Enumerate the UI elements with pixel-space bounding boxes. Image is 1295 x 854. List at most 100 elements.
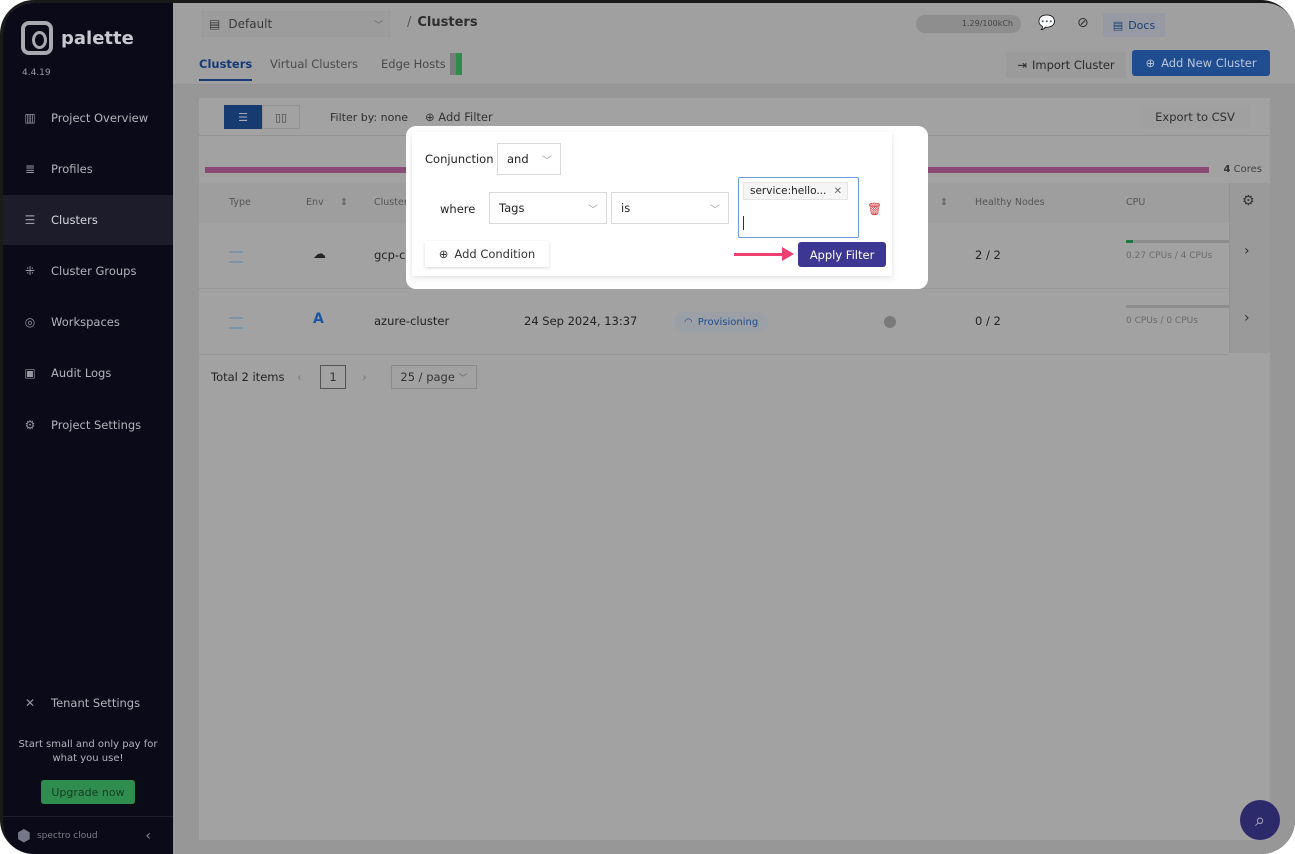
where-label: where xyxy=(440,202,476,216)
azure-icon: A xyxy=(313,311,324,327)
sidebar-item-clusters[interactable]: ☰ Clusters xyxy=(3,195,173,245)
add-new-cluster-button[interactable]: ⊕ Add New Cluster xyxy=(1132,50,1270,76)
gear-icon: ⚙ xyxy=(24,418,36,432)
table-row[interactable]: A azure-cluster 24 Sep 2024, 13:37 ◠ Prov… xyxy=(199,289,1232,355)
tab-edge-hosts[interactable]: Edge Hosts xyxy=(381,57,446,71)
cluster-groups-icon: ⁜ xyxy=(24,264,36,278)
import-cluster-button[interactable]: ⇥ Import Cluster xyxy=(1006,52,1126,78)
add-filter-label: Add Filter xyxy=(438,110,493,124)
chevron-right-icon[interactable]: › xyxy=(1244,243,1250,259)
prev-page-icon[interactable]: ‹ xyxy=(297,370,302,384)
plus-circle-icon: ⊕ xyxy=(425,110,435,124)
page-size-select[interactable]: 25 / page ﹀ xyxy=(391,365,477,389)
sidebar-item-label: Tenant Settings xyxy=(51,696,141,710)
health-unknown-icon xyxy=(884,316,896,328)
import-icon: ⇥ xyxy=(1017,58,1027,72)
logo[interactable]: palette xyxy=(21,21,134,55)
tab-clusters[interactable]: Clusters xyxy=(199,57,253,81)
operator-value: is xyxy=(621,201,631,215)
filter-popover: Conjunction and ﹀ where Tags ﹀ is ﹀ service… xyxy=(406,126,928,289)
tag-text: service:hello... xyxy=(750,185,827,197)
next-page-icon[interactable]: › xyxy=(362,370,367,384)
map-icon: ▯▯ xyxy=(274,110,288,124)
healthy-nodes: 0 / 2 xyxy=(975,314,1001,328)
healthy-nodes: 2 / 2 xyxy=(975,248,1001,262)
docs-button[interactable]: ▤ Docs xyxy=(1103,13,1165,37)
palette-logo-icon xyxy=(21,21,53,55)
field-select[interactable]: Tags ﹀ xyxy=(489,192,607,224)
operator-select[interactable]: is ﹀ xyxy=(611,192,729,224)
cpu-usage-fill xyxy=(1126,240,1134,243)
project-selector[interactable]: ▤ Default ﹀ xyxy=(201,11,391,37)
sidebar-item-project-settings[interactable]: ⚙ Project Settings xyxy=(3,400,173,450)
tab-virtual-clusters[interactable]: Virtual Clusters xyxy=(270,57,359,71)
compass-icon[interactable]: ⊘ xyxy=(1077,15,1089,31)
page-1-button[interactable]: 1 xyxy=(320,365,346,389)
cpu-usage-text: 0.27 CPUs / 4 CPUs xyxy=(1126,251,1213,261)
chevron-right-icon[interactable]: › xyxy=(1244,310,1250,326)
add-condition-button[interactable]: ⊕ Add Condition xyxy=(425,241,549,267)
sidebar-item-workspaces[interactable]: ◎ Workspaces xyxy=(3,297,173,347)
search-icon: ⌕ xyxy=(1254,809,1266,831)
map-view-button[interactable]: ▯▯ xyxy=(262,105,300,129)
docs-label: Docs xyxy=(1128,18,1156,32)
cpu-usage-text: 0 CPUs / 0 CPUs xyxy=(1126,316,1198,326)
cluster-name-link[interactable]: azure-cluster xyxy=(374,314,450,328)
cluster-type-icon xyxy=(229,317,243,329)
column-cpu[interactable]: CPU xyxy=(1126,197,1146,208)
column-settings-gear-icon[interactable]: ⚙ xyxy=(1242,193,1255,209)
conjunction-select[interactable]: and ﹀ xyxy=(497,143,561,175)
status-badge: ◠ Provisioning xyxy=(674,312,769,332)
total-items: Total 2 items xyxy=(211,370,285,384)
footer-brand: spectro cloud xyxy=(36,830,98,841)
cpu-usage-bar xyxy=(1126,240,1232,243)
sort-icon[interactable]: ⇕ xyxy=(340,197,348,208)
remove-tag-icon[interactable]: ✕ xyxy=(833,185,842,197)
add-filter-button[interactable]: ⊕ Add Filter xyxy=(425,110,493,124)
book-icon: ▤ xyxy=(1112,18,1124,32)
cores-unit: Cores xyxy=(1233,164,1262,175)
cluster-type-icon xyxy=(229,251,243,263)
created-date: 24 Sep 2024, 13:37 xyxy=(524,314,638,328)
chat-icon[interactable]: 💬 xyxy=(1038,15,1056,31)
field-value: Tags xyxy=(499,201,525,215)
list-view-button[interactable]: ☰ xyxy=(224,105,262,129)
chevron-down-icon: ﹀ xyxy=(588,204,598,216)
status-indicator xyxy=(450,53,462,75)
chart-icon: ▥ xyxy=(24,111,36,125)
sidebar-item-audit-logs[interactable]: ▣ Audit Logs xyxy=(3,348,173,398)
plus-circle-icon: ⊕ xyxy=(438,247,449,261)
sidebar-item-label: Audit Logs xyxy=(51,366,112,380)
sidebar-item-label: Project Settings xyxy=(51,418,142,432)
column-env[interactable]: Env xyxy=(306,197,324,208)
gcp-icon: ☁ xyxy=(313,247,326,262)
workspaces-icon: ◎ xyxy=(24,315,36,329)
sidebar-item-tenant-settings[interactable]: ✕ Tenant Settings xyxy=(3,678,173,728)
breadcrumb: / Clusters xyxy=(407,15,478,30)
tools-icon: ✕ xyxy=(24,696,36,710)
collapse-sidebar-icon[interactable]: ‹ xyxy=(145,827,151,844)
delete-condition-icon[interactable]: 🗑 xyxy=(867,202,883,216)
help-search-button[interactable]: ⌕ xyxy=(1240,800,1280,840)
column-healthy-nodes[interactable]: Healthy Nodes xyxy=(975,197,1045,208)
chevron-down-icon: ﹀ xyxy=(542,155,552,167)
sidebar-item-label: Profiles xyxy=(51,162,93,176)
sidebar-item-cluster-groups[interactable]: ⁜ Cluster Groups xyxy=(3,246,173,296)
apply-filter-button[interactable]: Apply Filter xyxy=(798,242,886,267)
filter-summary: Filter by: none xyxy=(330,111,409,124)
sort-icon[interactable]: ⇕ xyxy=(940,197,948,208)
sidebar-item-profiles[interactable]: ≣ Profiles xyxy=(3,144,173,194)
tag-value-input[interactable]: service:hello... ✕ xyxy=(738,177,859,238)
spinner-icon: ◠ xyxy=(684,316,693,328)
sidebar-item-project-overview[interactable]: ▥ Project Overview xyxy=(3,93,173,143)
usage-meter[interactable]: 1.29/100kCh xyxy=(916,15,1021,33)
page-size-value: 25 / page xyxy=(400,370,455,384)
promo-text: Start small and only pay for what you us… xyxy=(18,739,158,764)
export-csv-button[interactable]: Export to CSV xyxy=(1140,105,1250,129)
page-title: Clusters xyxy=(417,15,478,30)
upgrade-button[interactable]: Upgrade now xyxy=(41,780,135,804)
sidebar: palette 4.4.19 ▥ Project Overview ≣ Profil… xyxy=(3,3,173,854)
column-type[interactable]: Type xyxy=(229,197,251,208)
sidebar-footer: ⬢ spectro cloud ‹ xyxy=(3,816,173,854)
sidebar-item-label: Workspaces xyxy=(51,315,120,329)
